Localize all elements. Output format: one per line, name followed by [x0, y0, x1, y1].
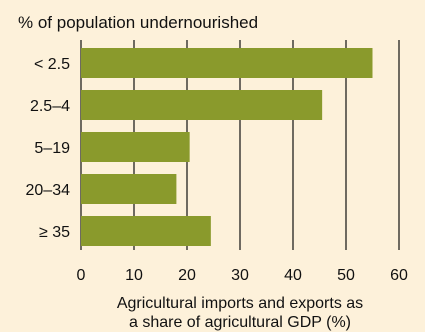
x-axis-label-line-2: a share of agricultural GDP (%) [129, 314, 351, 331]
category-label-3: 20–34 [26, 182, 71, 199]
bar-3 [81, 174, 177, 204]
x-tick-0: 0 [77, 267, 86, 284]
bar-4 [81, 216, 211, 246]
x-tick-40: 40 [284, 267, 302, 284]
x-ticks: 0 10 20 30 40 50 60 [77, 267, 408, 284]
x-tick-60: 60 [390, 267, 408, 284]
category-label-0: < 2.5 [34, 56, 70, 73]
bar-0 [81, 48, 373, 78]
category-label-1: 2.5–4 [30, 98, 70, 115]
bar-1 [81, 90, 323, 120]
category-label-4: ≥ 35 [39, 224, 70, 241]
x-tick-30: 30 [231, 267, 249, 284]
category-label-2: 5–19 [34, 140, 70, 157]
x-tick-20: 20 [178, 267, 196, 284]
x-tick-10: 10 [125, 267, 143, 284]
chart-title: % of population undernourished [18, 13, 258, 32]
x-axis-label-line-1: Agricultural imports and exports as [117, 295, 363, 312]
bars [81, 48, 373, 246]
x-tick-50: 50 [337, 267, 355, 284]
category-labels: < 2.5 2.5–4 5–19 20–34 ≥ 35 [26, 56, 71, 241]
bar-2 [81, 132, 190, 162]
